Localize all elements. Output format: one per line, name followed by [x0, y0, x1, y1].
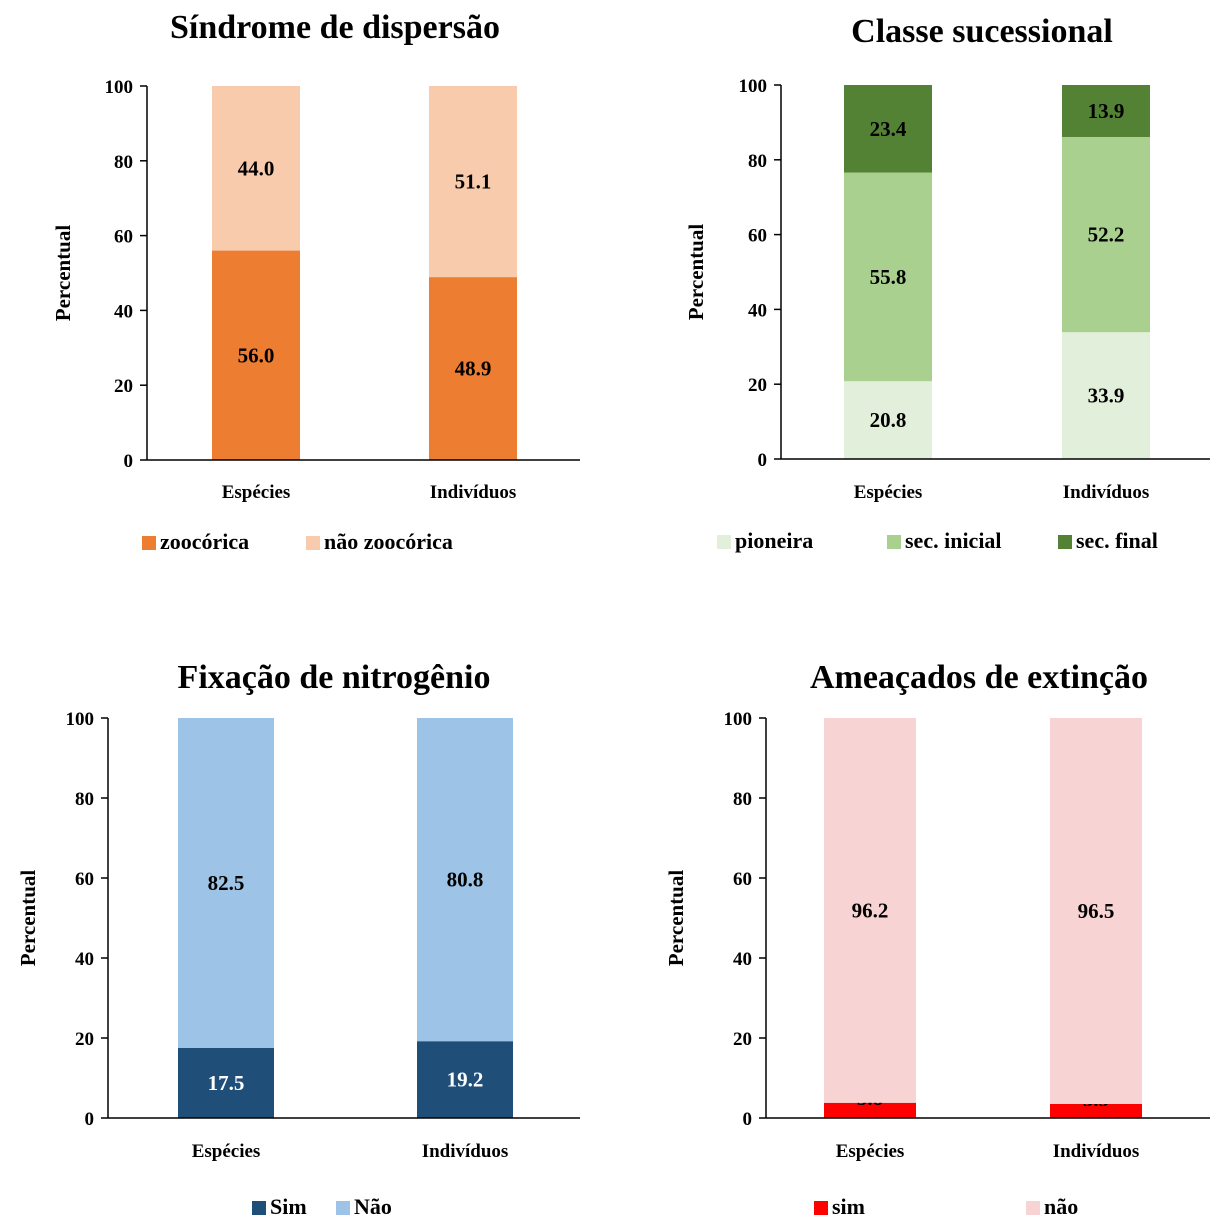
bar-sec.-final-1 [844, 85, 932, 173]
y-tick-label: 100 [105, 77, 134, 98]
bar-pioneira-1 [844, 381, 932, 459]
legend-label: pioneira [735, 528, 813, 553]
bar-sim-1 [824, 1102, 916, 1118]
y-tick-label: 20 [733, 1029, 752, 1050]
y-axis-label: Percentual [51, 225, 75, 322]
y-tick-label: 60 [114, 227, 133, 248]
y-tick-label: 60 [75, 869, 94, 890]
chart-title: Fixação de nitrogênio [178, 659, 491, 696]
y-tick-label: 80 [75, 789, 94, 810]
legend-label: sec. final [1076, 528, 1158, 553]
legend-swatch [1058, 535, 1072, 549]
data-label: 33.9 [1088, 384, 1125, 408]
y-tick-label: 40 [114, 301, 133, 322]
chart-panel-3: Fixação de nitrogênio Percentual 17.5 82.5 E… [16, 659, 580, 1219]
y-axis-label: Percentual [684, 224, 708, 321]
category-label: Espécies [222, 482, 291, 503]
category-label: Espécies [836, 1141, 905, 1162]
y-tick-label: 60 [748, 226, 767, 247]
data-label: 96.5 [1078, 899, 1115, 923]
bar-não-2 [1050, 718, 1142, 1104]
y-tick-label: 80 [748, 151, 767, 172]
y-tick-label: 100 [66, 709, 95, 730]
bar-Sim-2 [417, 1041, 513, 1118]
chart-panel-2: Classe sucessional Percentual 20.8 55.8 23.4… [684, 13, 1210, 553]
data-label: 80.8 [447, 868, 484, 892]
y-tick-label: 80 [114, 152, 133, 173]
legend-label: zoocórica [160, 529, 249, 554]
legend-swatch [306, 536, 320, 550]
data-label: 96.2 [852, 898, 889, 922]
y-tick-label: 20 [748, 375, 767, 396]
chart-panel-4: Ameaçados de extinçãoPercentual3.896.2Es… [664, 659, 1210, 1219]
bar-pioneira-2 [1062, 332, 1150, 459]
legend-label: não [1044, 1194, 1078, 1219]
data-label: 13.9 [1088, 99, 1125, 123]
bar-não-zoocórica-2 [429, 86, 517, 278]
y-tick-label: 20 [75, 1029, 94, 1050]
bar-não-zoocórica-1 [212, 86, 300, 251]
legend-label: Sim [270, 1194, 307, 1219]
data-label: 20.8 [870, 408, 907, 432]
y-tick-label: 0 [743, 1109, 753, 1130]
bar-Não-1 [178, 718, 274, 1048]
chart-title: Síndrome de dispersão [170, 9, 500, 46]
data-label: 19.2 [447, 1068, 484, 1092]
legend-label: sim [832, 1194, 865, 1219]
legend-swatch [887, 535, 901, 549]
y-tick-label: 40 [75, 949, 94, 970]
data-label: 44.0 [238, 156, 275, 180]
y-tick-label: 0 [85, 1109, 95, 1130]
legend-label: sec. inicial [905, 528, 1002, 553]
category-label: Indivíduos [1053, 1141, 1140, 1162]
y-tick-label: 80 [733, 789, 752, 810]
legend-label: Não [354, 1194, 392, 1219]
data-label: 17.5 [208, 1071, 245, 1095]
y-tick-label: 60 [733, 869, 752, 890]
category-label: Indivíduos [430, 482, 517, 503]
chart-title: Ameaçados de extinção [810, 659, 1148, 696]
bar-sec.-inicial-1 [844, 172, 932, 382]
legend-label: não zoocórica [324, 529, 453, 554]
bar-sec.-final-2 [1062, 85, 1150, 137]
legend-swatch [1026, 1201, 1040, 1215]
category-label: Indivíduos [422, 1141, 509, 1162]
bar-sim-2 [1050, 1104, 1142, 1118]
data-label: 52.2 [1088, 223, 1125, 247]
legend-swatch [717, 535, 731, 549]
category-label: Espécies [854, 482, 923, 503]
bar-zoocórica-2 [429, 277, 517, 460]
legend-swatch [814, 1201, 828, 1215]
legend-swatch [336, 1201, 350, 1215]
y-axis-label: Percentual [16, 870, 40, 967]
bar-sec.-inicial-2 [1062, 136, 1150, 333]
data-label: 51.1 [455, 170, 492, 194]
y-axis-label: Percentual [664, 870, 688, 967]
bar-não-1 [824, 718, 916, 1103]
data-label: 48.9 [455, 357, 492, 381]
data-label: 56.0 [238, 343, 275, 367]
data-label: 55.8 [870, 265, 907, 289]
y-tick-label: 100 [739, 76, 768, 97]
legend-swatch [142, 536, 156, 550]
y-tick-label: 40 [733, 949, 752, 970]
y-tick-label: 20 [114, 376, 133, 397]
y-tick-label: 0 [758, 450, 768, 471]
data-label: 82.5 [208, 871, 245, 895]
y-tick-label: 40 [748, 300, 767, 321]
y-tick-label: 0 [124, 451, 134, 472]
data-label: 23.4 [870, 117, 907, 141]
legend-swatch [252, 1201, 266, 1215]
bar-Não-2 [417, 718, 513, 1042]
bar-zoocórica-1 [212, 250, 300, 460]
y-tick-label: 100 [724, 709, 753, 730]
category-label: Espécies [192, 1141, 261, 1162]
category-label: Indivíduos [1063, 482, 1150, 503]
chart-title: Classe sucessional [851, 13, 1113, 50]
chart-panel-1: Síndrome de dispersão Percentual 56.0 44.0 E… [51, 9, 580, 554]
bar-Sim-1 [178, 1048, 274, 1118]
